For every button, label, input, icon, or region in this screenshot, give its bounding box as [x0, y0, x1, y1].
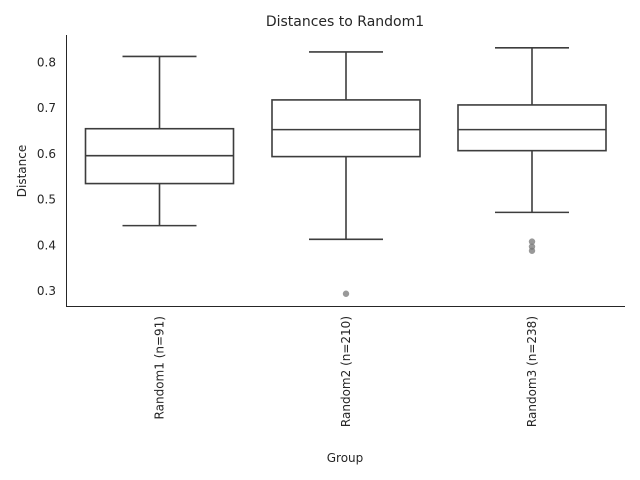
x-tick-label: Random1 (n=91) — [153, 316, 167, 419]
y-tick-label: 0.7 — [37, 101, 56, 115]
y-tick-label: 0.6 — [37, 147, 56, 161]
box-group — [84, 55, 235, 227]
y-tick-labels: 0.3 0.4 0.5 0.6 0.7 0.8 — [37, 55, 56, 298]
y-axis-label: Distance — [15, 145, 29, 197]
x-tick-label: Random3 (n=238) — [525, 316, 539, 427]
iqr-box — [457, 104, 607, 152]
outlier-point — [342, 290, 350, 297]
y-tick-label: 0.3 — [37, 284, 56, 298]
y-tick-label: 0.5 — [37, 193, 56, 207]
y-tick-label: 0.4 — [37, 238, 56, 252]
outlier-point — [528, 238, 536, 245]
x-tick-label: Random2 (n=210) — [339, 316, 353, 427]
x-axis-label: Group — [327, 451, 364, 465]
x-tick-labels: Random1 (n=91) Random2 (n=210) Random3 (n=… — [153, 316, 540, 427]
box-group — [271, 51, 421, 297]
box-group — [457, 46, 607, 254]
chart-title: Distances to Random1 — [266, 14, 424, 30]
y-tick-label: 0.8 — [37, 55, 56, 69]
iqr-box — [271, 99, 421, 158]
outlier-point — [528, 243, 536, 250]
boxes — [84, 46, 607, 297]
